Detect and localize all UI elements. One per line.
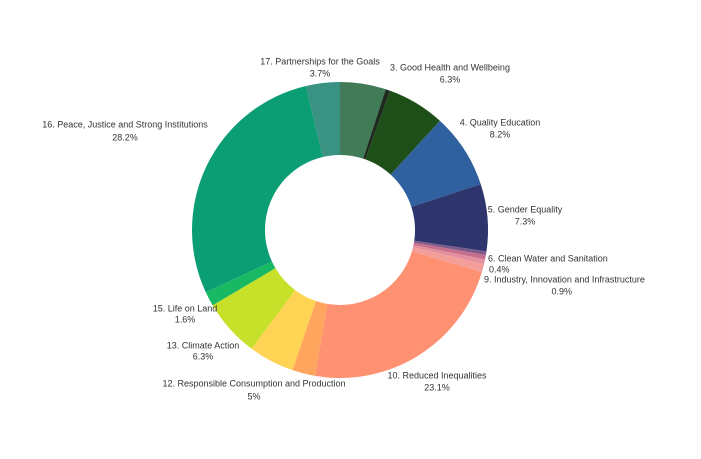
- slice-label: 6. Clean Water and Sanitation: [488, 253, 608, 263]
- slice-label: 9. Industry, Innovation and Infrastructu…: [484, 274, 645, 284]
- slice-label: 17. Partnerships for the Goals: [260, 56, 380, 66]
- slice-value-label: 6.3%: [440, 74, 461, 84]
- donut-slice: [390, 120, 481, 207]
- donut-slice: [363, 89, 391, 160]
- slice-value-label: 0.4%: [489, 264, 510, 274]
- donut-slice: [212, 268, 296, 349]
- donut-slice: [411, 247, 485, 273]
- slice-value-label: 7.3%: [515, 216, 536, 226]
- donut-slice: [413, 240, 487, 255]
- slice-label: 15. Life on Land: [153, 303, 218, 313]
- slice-label: 3. Good Health and Wellbeing: [390, 62, 510, 72]
- donut-slice: [251, 290, 316, 371]
- slice-label: 13. Climate Action: [167, 340, 240, 350]
- slice-label: 4. Quality Education: [460, 117, 541, 127]
- slice-value-label: 1.6%: [175, 314, 196, 324]
- slice-value-label: 23.1%: [424, 382, 450, 392]
- donut-slice: [412, 244, 486, 265]
- donut-slice: [192, 85, 323, 293]
- donut-slice: [411, 184, 489, 252]
- donut-slice: [292, 301, 328, 376]
- slice-label: 16. Peace, Justice and Strong Institutio…: [42, 119, 208, 129]
- slice-value-label: 3.7%: [310, 68, 331, 78]
- slice-label: 10. Reduced Inequalities: [387, 370, 487, 380]
- slice-label: 12. Responsible Consumption and Producti…: [162, 378, 345, 388]
- donut-slice: [205, 261, 276, 306]
- donut-slice: [413, 242, 486, 260]
- slice-value-label: 28.2%: [112, 132, 138, 142]
- donut-slice: [315, 251, 482, 378]
- slice-value-label: 0.9%: [551, 286, 572, 296]
- slice-value-label: 5%: [247, 391, 260, 401]
- donut-slice: [305, 82, 340, 158]
- slice-value-label: 8.2%: [490, 129, 511, 139]
- slice-label: 5. Gender Equality: [488, 204, 563, 214]
- donut-slice: [340, 82, 386, 159]
- donut-slice: [365, 90, 440, 175]
- slice-value-label: 6.3%: [193, 351, 214, 361]
